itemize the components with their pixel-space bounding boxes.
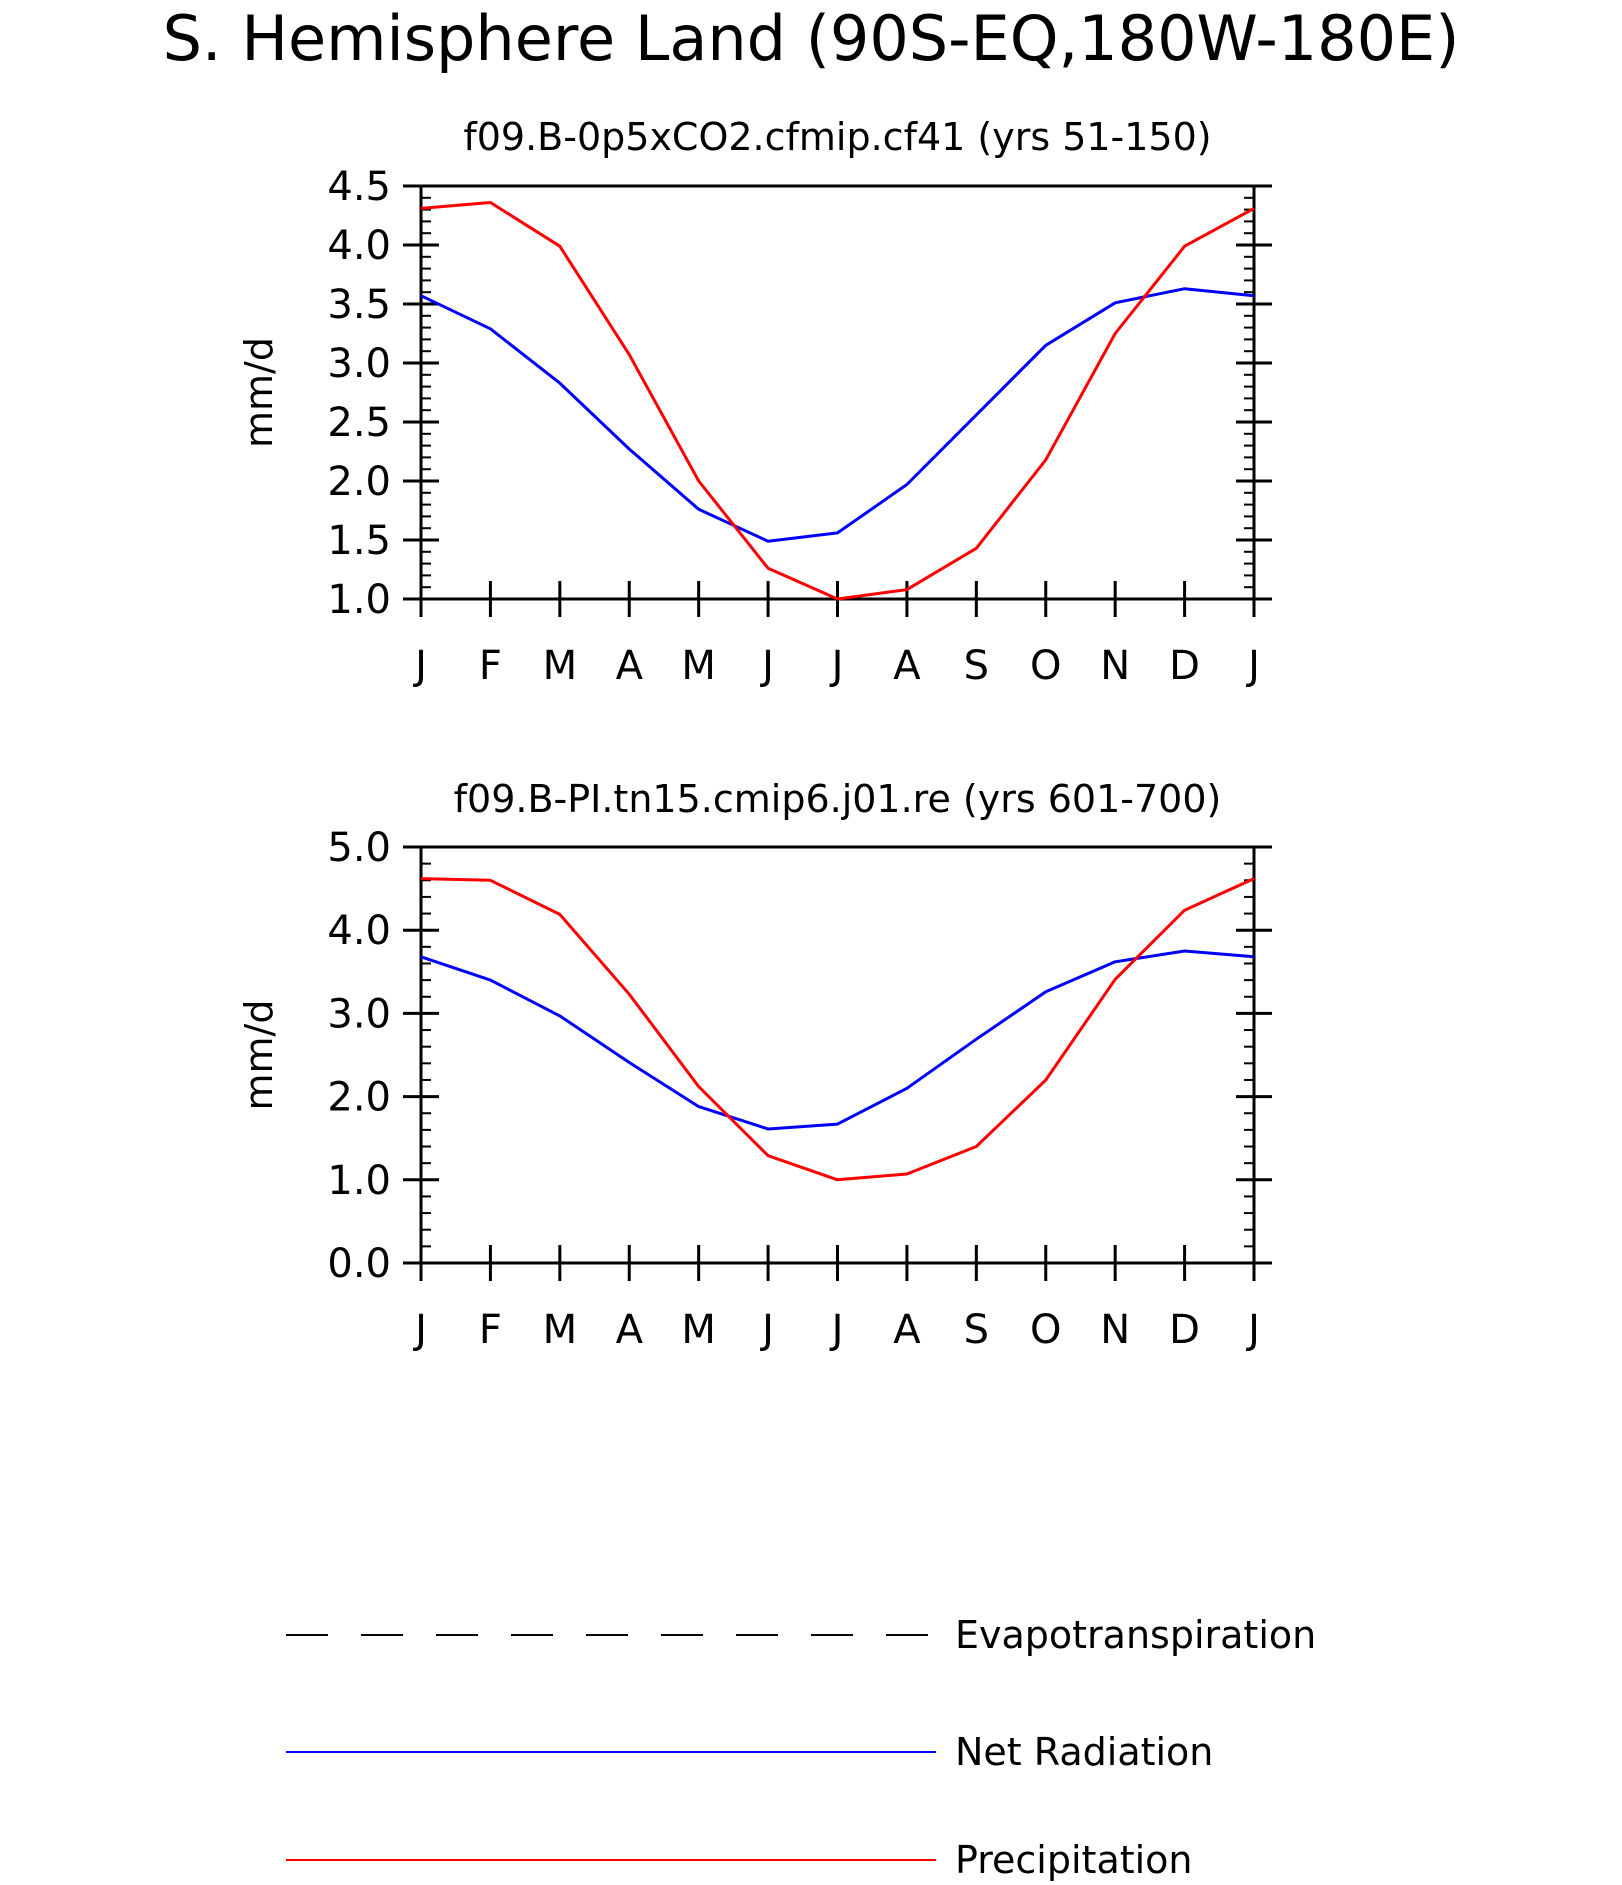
y-tick-label: 4.5: [327, 164, 391, 210]
legend-label-evapotranspiration: Evapotranspiration: [955, 1613, 1316, 1657]
legend: Evapotranspiration Net Radiation Precipita…: [286, 1613, 1316, 1882]
plot-frame: [419, 184, 1256, 601]
panel-title: f09.B-0p5xCO2.cfmip.cf41 (yrs 51-150): [463, 115, 1211, 159]
chart-panel-1: f09.B-0p5xCO2.cfmip.cf41 (yrs 51-150) mm/…: [237, 115, 1272, 689]
x-tick-label: J: [759, 643, 774, 689]
panel-title: f09.B-PI.tn15.cmip6.j01.re (yrs 601-700): [454, 777, 1222, 821]
y-tick-label: 3.5: [327, 282, 391, 328]
x-tick-label: F: [479, 1307, 502, 1353]
y-tick-label: 2.5: [327, 400, 391, 446]
x-tick-label: J: [412, 643, 427, 689]
x-tick-label: N: [1100, 1307, 1130, 1353]
figure-title: S. Hemisphere Land (90S-EQ,180W-180E): [163, 2, 1460, 75]
x-tick-label: O: [1030, 1307, 1061, 1353]
y-tick-label: 0.0: [327, 1241, 391, 1287]
y-tick-label: 4.0: [327, 223, 391, 269]
x-tick-label: A: [616, 1307, 644, 1353]
x-tick-label: D: [1169, 1307, 1200, 1353]
x-tick-label: M: [543, 1307, 578, 1353]
y-tick-label: 4.0: [327, 908, 391, 954]
x-tick-label: S: [964, 1307, 989, 1353]
y-axis-label: mm/d: [237, 337, 281, 448]
x-tick-label: J: [1245, 1307, 1260, 1353]
series-line-precipitation: [420, 201, 1255, 601]
series-line-precipitation: [420, 877, 1255, 1182]
chart-panel-2: f09.B-PI.tn15.cmip6.j01.re (yrs 601-700)…: [237, 777, 1272, 1353]
y-tick-label: 1.0: [327, 1158, 391, 1204]
legend-label-precipitation: Precipitation: [955, 1838, 1193, 1882]
x-tick-label: F: [479, 643, 502, 689]
y-tick-label: 1.5: [327, 518, 391, 564]
x-tick-label: J: [829, 1307, 844, 1353]
chart-panels: f09.B-0p5xCO2.cfmip.cf41 (yrs 51-150) mm/…: [237, 115, 1272, 1353]
y-tick-label: 3.0: [327, 341, 391, 387]
x-tick-label: J: [412, 1307, 427, 1353]
x-tick-label: J: [759, 1307, 774, 1353]
x-tick-label: M: [681, 1307, 716, 1353]
y-tick-label: 2.0: [327, 1075, 391, 1121]
legend-label-net-radiation: Net Radiation: [955, 1730, 1213, 1774]
x-tick-label: J: [1245, 643, 1260, 689]
x-tick-label: O: [1030, 643, 1061, 689]
y-tick-label: 2.0: [327, 459, 391, 505]
x-tick-label: A: [616, 643, 644, 689]
x-tick-label: J: [829, 643, 844, 689]
x-tick-label: S: [964, 643, 989, 689]
y-tick-label: 1.0: [327, 577, 391, 623]
series-line-net-radiation: [420, 949, 1255, 1131]
x-tick-label: M: [681, 643, 716, 689]
series-line-net-radiation: [420, 287, 1255, 543]
x-tick-label: N: [1100, 643, 1130, 689]
y-tick-label: 3.0: [327, 991, 391, 1037]
y-axis-label: mm/d: [237, 1000, 281, 1111]
x-tick-label: A: [893, 643, 921, 689]
y-tick-label: 5.0: [327, 825, 391, 871]
x-tick-label: M: [543, 643, 578, 689]
x-tick-label: D: [1169, 643, 1200, 689]
plot-frame: [419, 845, 1256, 1265]
x-tick-label: A: [893, 1307, 921, 1353]
